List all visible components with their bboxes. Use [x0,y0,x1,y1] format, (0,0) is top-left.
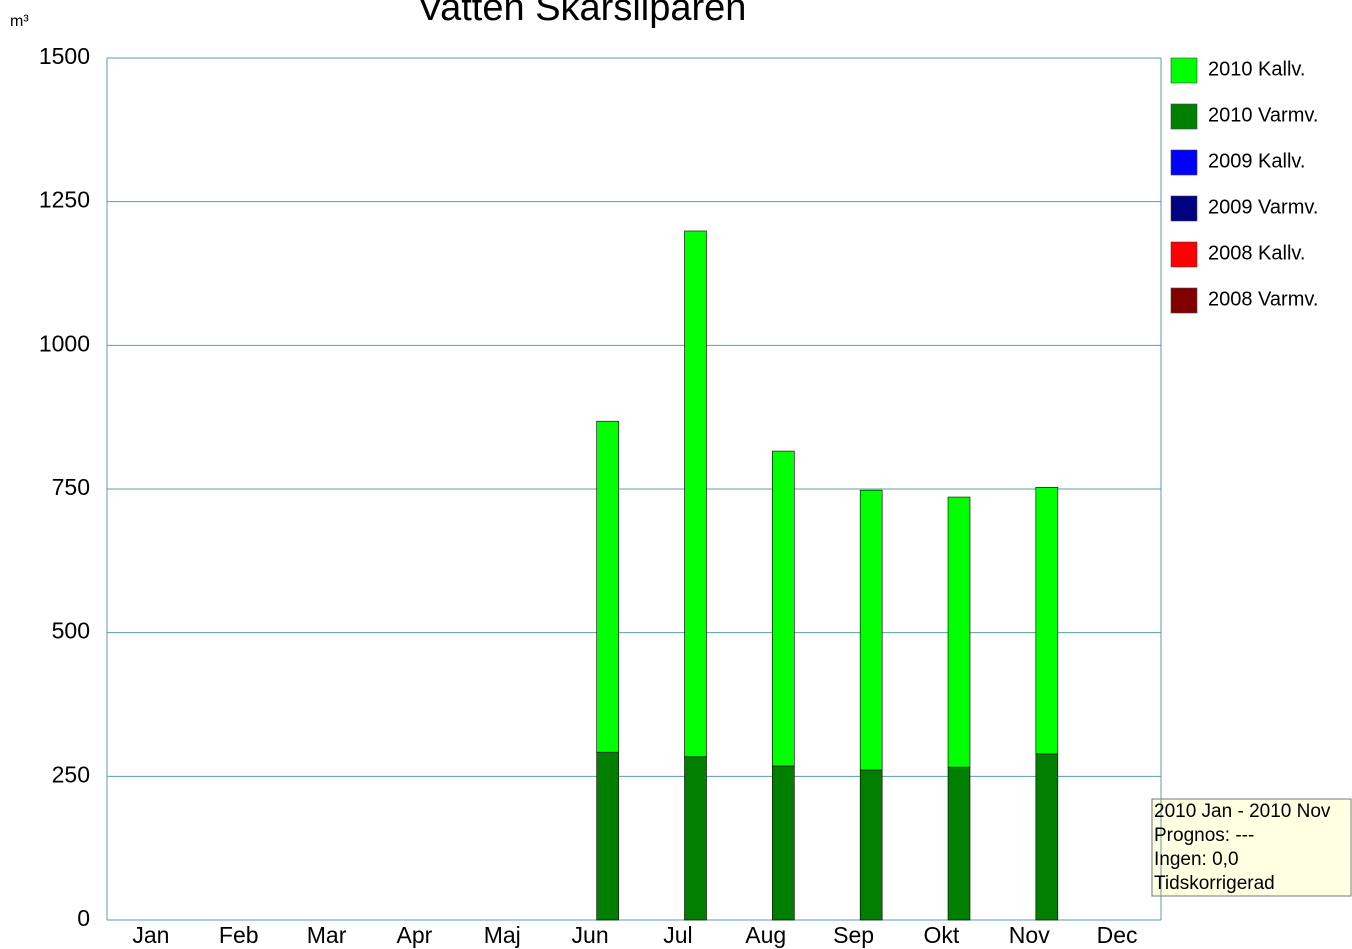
x-tick-label: Dec [1097,922,1138,948]
y-tick-label: 1500 [39,43,90,69]
info-text: Prognos: --- [1154,825,1254,846]
bar-segment [772,765,795,921]
legend-swatch [1170,149,1198,176]
bar-segment [947,766,971,921]
x-tick-label: Jul [663,922,692,948]
info-box [1151,798,1352,897]
y-unit: m³ [10,13,29,30]
y-tick-label: 500 [52,618,90,644]
legend-swatch [1170,241,1198,268]
info-text: 2010 Jan - 2010 Nov [1154,801,1331,822]
bar-segment [859,769,883,921]
legend-label: 2010 Varmv. [1208,104,1318,126]
legend-label: 2008 Kallv. [1208,242,1305,264]
bar-segment [596,751,619,921]
legend-label: 2008 Varmv. [1208,288,1318,310]
x-tick-label: Maj [484,922,521,948]
info-text: Ingen: 0,0 [1154,849,1239,870]
legend-swatch [1170,287,1198,314]
x-tick-label: Apr [397,922,433,948]
bar-segment [684,756,707,921]
bar-segment [1035,486,1059,755]
y-tick-label: 250 [52,761,90,787]
y-tick-label: 0 [77,905,90,931]
x-tick-label: Jun [572,922,609,948]
y-tick-label: 1250 [39,187,90,213]
bar-segment [859,489,883,771]
x-tick-label: Nov [1009,922,1050,948]
legend-swatch [1170,103,1198,130]
y-tick-label: 1000 [39,330,90,356]
legend-swatch [1170,195,1198,222]
legend-label: 2010 Kallv. [1208,58,1305,80]
x-tick-label: Jan [132,922,169,948]
info-text: Tidskorrigerad [1154,873,1275,894]
x-tick-label: Mar [307,922,347,948]
bar-segment [772,450,795,767]
y-tick-label: 750 [52,474,90,500]
legend-label: 2009 Kallv. [1208,150,1305,172]
legend-swatch [1170,57,1198,84]
chart-title: Vatten Skarsliparen [418,0,747,29]
bar-segment [596,420,619,753]
bar-segment [684,230,707,758]
legend-label: 2009 Varmv. [1208,196,1318,218]
x-tick-label: Sep [833,922,874,948]
x-tick-label: Okt [924,922,960,948]
x-tick-label: Aug [745,922,786,948]
x-tick-label: Feb [219,922,259,948]
bar-segment [1035,753,1059,921]
bar-segment [947,496,971,768]
